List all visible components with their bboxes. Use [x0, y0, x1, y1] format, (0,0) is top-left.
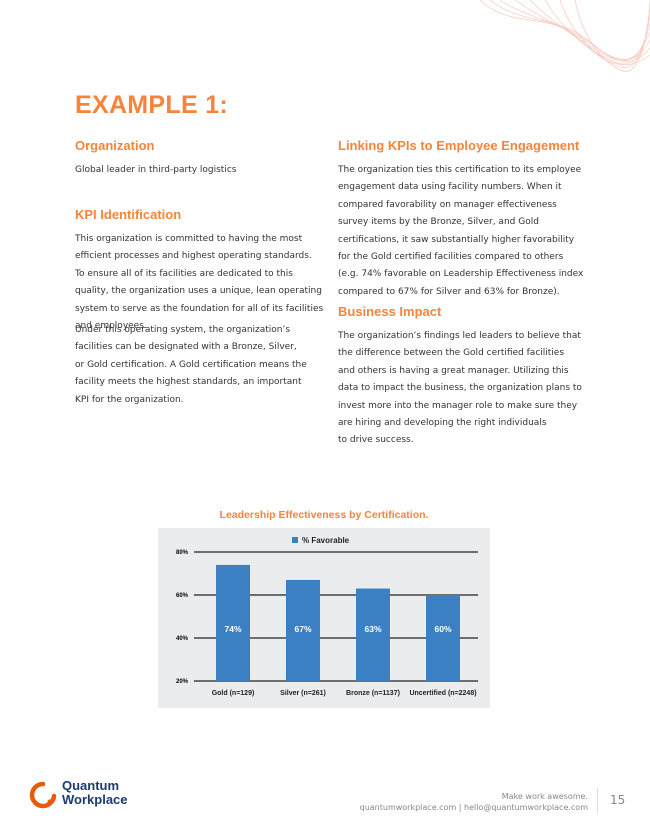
text-line: KPI for the organization.: [75, 394, 184, 405]
text-line: data to impact the business, the organiz…: [338, 383, 582, 394]
text-line: the difference between the Gold certifie…: [338, 348, 565, 359]
text-line: To ensure all of its facilities are dedi…: [75, 268, 293, 279]
bar-chart: 20% 40% 60% 80% 74% Gold (n=129) 67% Silver (n=…: [176, 536, 478, 697]
text-line: quality, the organization uses a unique,…: [75, 286, 322, 297]
heading-linking-kpis: Linking KPIs to Employee Engagement: [338, 138, 580, 153]
bar-data-label: 63%: [364, 624, 381, 634]
text-line: compared favorability on manager effecti…: [338, 199, 557, 210]
bar-data-label: 74%: [224, 624, 241, 634]
text-line: survey items by the Bronze, Silver, and …: [338, 217, 539, 228]
linking-paragraph: The organization ties this certification…: [338, 162, 583, 301]
bar: [216, 564, 250, 681]
text-line: facility meets the highest standards, an…: [75, 377, 302, 388]
x-category-label: Uncertified (n=2248): [409, 690, 476, 697]
text-line: The organization’s findings led leaders …: [338, 331, 581, 341]
text-line: system to serve as the foundation for al…: [75, 303, 324, 314]
text-line: facilities can be designated with a Bron…: [75, 342, 297, 353]
page-number: 15: [610, 793, 626, 807]
text-line: The organization ties this certification…: [338, 165, 582, 175]
heading-organization: Organization: [75, 138, 155, 153]
y-tick-label: 40%: [176, 636, 189, 642]
organization-text: Global leader in third-party logistics: [75, 162, 236, 179]
text-line: and employees.: [75, 320, 147, 331]
heading-business-impact: Business Impact: [338, 304, 442, 319]
legend-swatch: [292, 537, 298, 543]
page-title: EXAMPLE 1:: [75, 91, 229, 119]
x-category-label: Silver (n=261): [280, 690, 326, 697]
x-category-label: Bronze (n=1137): [346, 690, 400, 697]
quantum-logo-icon: [29, 781, 57, 809]
text-line: This organization is committed to having…: [75, 234, 303, 244]
decorative-waves: [479, 0, 650, 72]
bar-data-label: 60%: [434, 624, 451, 634]
y-tick-label: 80%: [176, 550, 189, 556]
text-line: for the Gold certified facilities compar…: [338, 251, 564, 262]
bar: [286, 579, 320, 681]
bar: [356, 588, 390, 681]
text-line: Global leader in third-party logistics: [75, 165, 237, 175]
text-line: to drive success.: [338, 435, 414, 446]
text-line: and others is having a great manager. Ut…: [338, 365, 569, 376]
kpi-paragraph-1: This organization is committed to having…: [75, 231, 323, 335]
heading-kpi-identification: KPI Identification: [75, 207, 182, 222]
text-line: efficient processes and highest operatin…: [75, 251, 312, 262]
footer-contact[interactable]: quantumworkplace.com | hello@quantumwork…: [359, 803, 588, 812]
chart-area: 20% 40% 60% 80% 74% Gold (n=129) 67% Silver (n=…: [158, 528, 490, 708]
bar: [426, 595, 460, 681]
y-tick-label: 20%: [176, 679, 189, 685]
text-line: engagement data using facility numbers. …: [338, 182, 562, 193]
impact-paragraph: The organization’s findings led leaders …: [338, 328, 582, 450]
brand-line-2: Workplace: [62, 792, 128, 807]
legend-label: % Favorable: [302, 536, 350, 545]
text-line: invest more into the manager role to mak…: [338, 400, 578, 411]
brand-line-1: Quantum: [62, 778, 120, 793]
text-line: are hiring and developing the right indi…: [338, 417, 547, 428]
footer-tagline: Make work awesome.: [501, 792, 588, 801]
y-tick-label: 60%: [176, 593, 189, 599]
text-line: Under this operating system, the organiz…: [75, 325, 291, 335]
brand-logo-text: Quantum Workplace: [62, 779, 128, 807]
x-category-label: Gold (n=129): [212, 690, 255, 697]
text-line: (e.g. 74% favorable on Leadership Effect…: [338, 269, 584, 280]
kpi-paragraph-2: Under this operating system, the organiz…: [75, 322, 307, 409]
text-line: certifications, it saw substantially hig…: [338, 234, 575, 245]
text-line: compared to 67% for Silver and 63% for B…: [338, 286, 560, 297]
footer-divider: [597, 788, 598, 813]
text-line: or Gold certification. A Gold certificat…: [75, 359, 307, 370]
chart-title: Leadership Effectiveness by Certificatio…: [219, 509, 429, 521]
bar-data-label: 67%: [294, 624, 311, 634]
